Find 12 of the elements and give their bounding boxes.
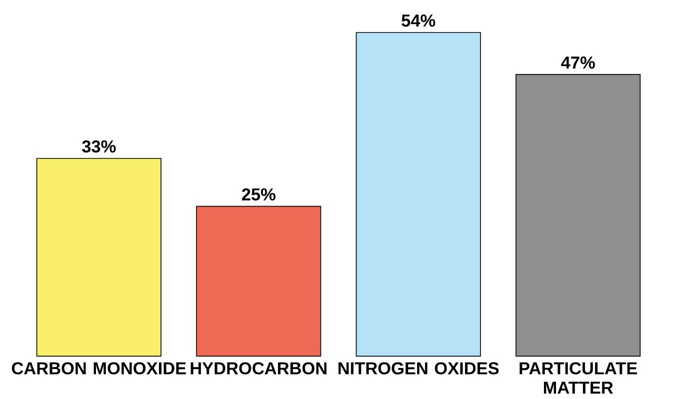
- bar: [36, 158, 162, 356]
- x-tick-label: NITROGEN OXIDES: [338, 362, 499, 374]
- data-label: 54%: [402, 14, 436, 27]
- bar: [356, 32, 481, 356]
- data-label: 47%: [561, 56, 595, 69]
- bar: [516, 74, 641, 356]
- x-tick-label: HYDROCARBON: [190, 362, 326, 374]
- data-label: 25%: [242, 188, 276, 200]
- x-tick-label: CARBON MONOXIDE: [12, 362, 186, 374]
- x-tick-label: PARTICULATE MATTER: [520, 362, 637, 394]
- bar: [196, 206, 322, 356]
- data-label: 33%: [82, 140, 116, 152]
